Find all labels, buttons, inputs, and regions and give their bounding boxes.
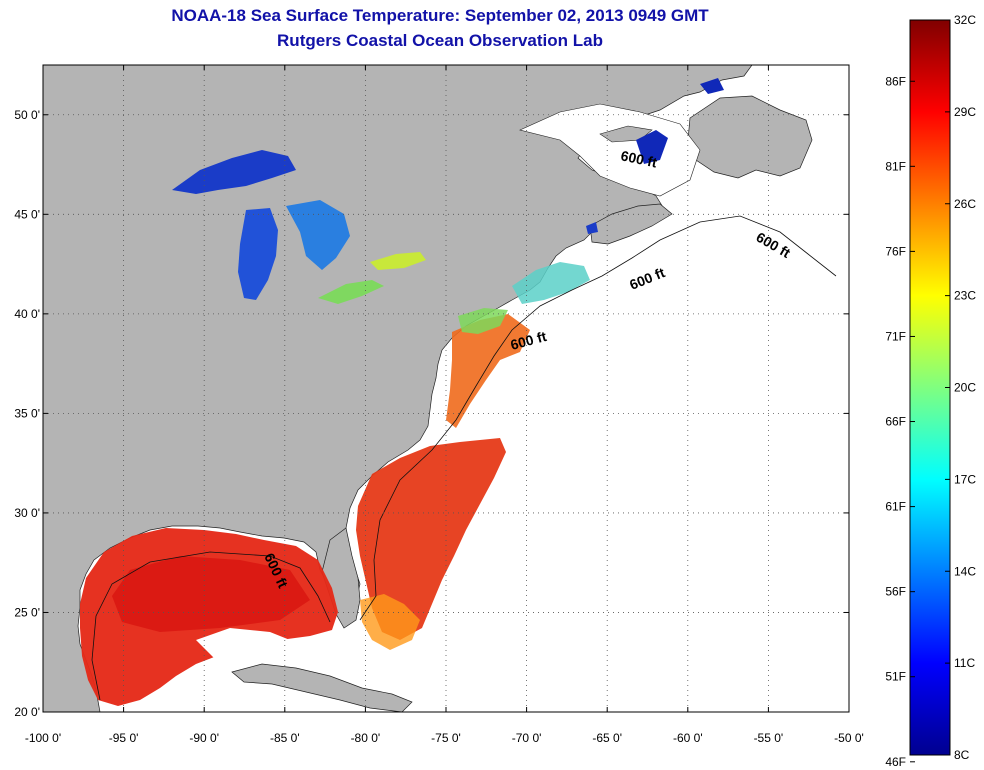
cloud-gap-gulf (196, 628, 300, 664)
sst-mid-atlantic (446, 314, 530, 428)
colorbar-fahrenheit-label: 56F (885, 585, 906, 599)
land-nova-scotia (589, 203, 673, 245)
colorbar-celsius-label: 14C (954, 564, 976, 578)
colorbar-celsius-label: 32C (954, 13, 976, 27)
sst-atlantic-gulf-stream (356, 438, 506, 640)
colorbar-fahrenheit-label: 71F (885, 329, 906, 343)
map-subtitle: Rutgers Coastal Ocean Observation Lab (277, 31, 603, 50)
colorbar-fahrenheit-label: 76F (885, 244, 906, 258)
sst-gulf-hot-core (112, 556, 310, 632)
y-tick-label: 40 0' (14, 307, 40, 321)
y-tick-label: 35 0' (14, 406, 40, 420)
colorbar-celsius-label: 11C (954, 656, 975, 670)
gulf-st-lawrence (519, 103, 701, 197)
sst-bahamas (360, 594, 420, 650)
colorbar-fahrenheit-label: 51F (885, 670, 906, 684)
y-tick-label: 30 0' (14, 506, 40, 520)
x-tick-label: -60 0' (673, 731, 703, 745)
lake-ontario (370, 252, 426, 270)
sst-bay-of-fundy-patch (586, 222, 598, 234)
sst-gulf-of-maine (512, 262, 590, 304)
x-tick-label: -50 0' (834, 731, 864, 745)
x-tick-label: -75 0' (431, 731, 461, 745)
x-tick-label: -100 0' (25, 731, 61, 745)
map-border (42, 64, 850, 713)
x-tick-label: -90 0' (189, 731, 219, 745)
colorbar-fahrenheit-label: 61F (885, 500, 906, 514)
colorbar (909, 19, 951, 756)
x-tick-label: -65 0' (592, 731, 622, 745)
colorbar-celsius-label: 26C (954, 197, 976, 211)
isobath-label: 600 ft (619, 147, 658, 170)
map-title: NOAA-18 Sea Surface Temperature: Septemb… (171, 6, 709, 25)
y-tick-label: 20 0' (14, 705, 40, 719)
colorbar-celsius-label: 20C (954, 381, 976, 395)
colorbar-fahrenheit-label: 81F (885, 159, 906, 173)
lake-erie (318, 280, 384, 304)
colorbar-celsius-label: 23C (954, 289, 976, 303)
x-tick-label: -95 0' (109, 731, 139, 745)
colorbar-fahrenheit-label: 86F (885, 74, 906, 88)
sst-ny-bight (458, 308, 508, 334)
x-tick-label: -80 0' (351, 731, 381, 745)
y-tick-label: 45 0' (14, 207, 40, 221)
colorbar-celsius-label: 17C (954, 472, 976, 486)
colorbar-celsius-label: 8C (954, 748, 970, 762)
lake-huron (286, 200, 350, 270)
colorbar-labels: 32C 29C 26C 23C 20C 17C 14C 11C 8C 86F 81F 76F 71F 66… (885, 13, 976, 769)
colorbar-celsius-label: 29C (954, 105, 976, 119)
sst-labrador-patch (700, 78, 724, 94)
isobath-600ft-contour (91, 215, 837, 701)
x-tick-label: -55 0' (754, 731, 784, 745)
y-tick-label: 25 0' (14, 605, 40, 619)
sst-st-lawrence-estuary (636, 130, 668, 164)
land-cuba (231, 663, 413, 712)
y-tick-label: 50 0' (14, 108, 40, 122)
colorbar-fahrenheit-label: 46F (885, 755, 906, 769)
x-tick-label: -85 0' (270, 731, 300, 745)
colorbar-fahrenheit-label: 66F (885, 415, 906, 429)
axis-ticks: -100 0' -95 0' -90 0' -85 0' -80 0' -75 0' -70… (14, 65, 864, 745)
x-tick-label: -70 0' (512, 731, 542, 745)
lake-michigan (238, 208, 278, 300)
lake-superior (172, 150, 296, 194)
land-newfoundland (687, 95, 813, 179)
